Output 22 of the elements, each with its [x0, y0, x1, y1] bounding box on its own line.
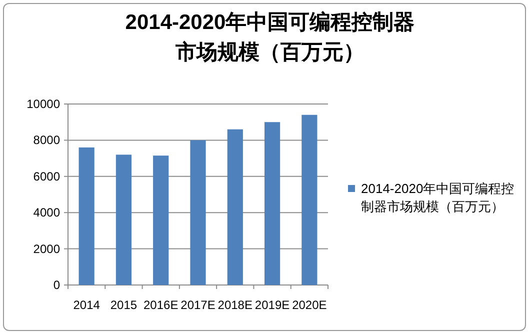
bar	[264, 122, 280, 285]
x-tick-label: 2018E	[218, 298, 252, 312]
x-tick-label: 2014	[73, 298, 100, 312]
x-tick-label: 2016E	[144, 298, 178, 312]
bar	[190, 140, 206, 285]
x-tick-label: 2020E	[292, 298, 327, 312]
chart-title: 2014-2020年中国可编程控制器市场规模（百万元）	[124, 10, 416, 66]
bar	[116, 154, 132, 285]
bar	[78, 147, 94, 285]
y-tick-label: 6000	[33, 169, 60, 184]
y-tick-label: 10000	[26, 97, 60, 111]
x-tick-label: 2019E	[254, 298, 290, 312]
y-tick-label: 0	[53, 278, 60, 292]
y-tick-label: 4000	[33, 206, 60, 220]
bar	[302, 114, 318, 285]
bar	[153, 156, 169, 285]
y-tick-label: 2000	[33, 242, 60, 256]
x-tick-label: 2017E	[180, 298, 216, 312]
y-tick-label: 8000	[33, 133, 60, 148]
bar	[227, 129, 243, 285]
x-tick-label: 2015	[110, 298, 138, 312]
legend-label: 2014-2020年中国可编程控制器市场规模（百万元）	[361, 180, 516, 216]
